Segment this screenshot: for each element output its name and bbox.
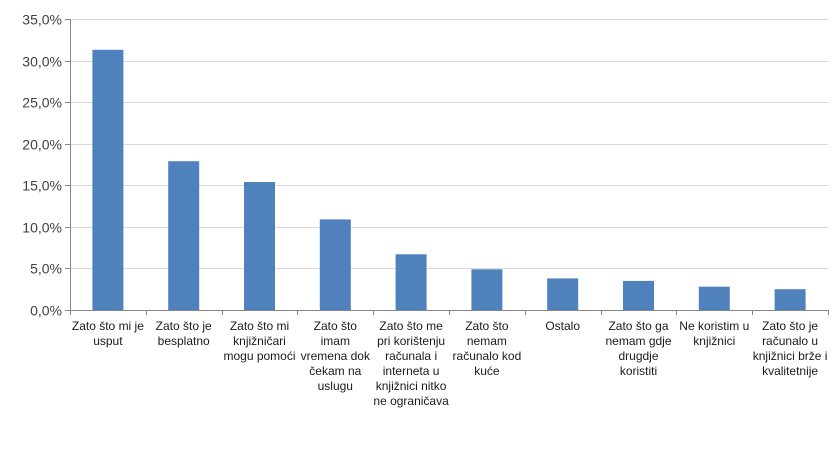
x-category-label: Zato što me pri korištenju računala i in… bbox=[373, 319, 449, 408]
x-category-label: Zato što mi je usput bbox=[71, 319, 144, 348]
x-category-label: Zato što nemam računalo kod kuće bbox=[452, 319, 522, 378]
x-category-label: Ostalo bbox=[545, 319, 581, 333]
x-category-label: Zato što ga nemam gdje drugdje koristiti bbox=[605, 319, 672, 378]
x-category-label: Zato što mi knjižničari mogu pomoći bbox=[223, 319, 296, 363]
y-tick-label: 35,0% bbox=[22, 12, 62, 28]
bar bbox=[92, 49, 124, 311]
bar bbox=[168, 161, 200, 310]
axes bbox=[65, 19, 829, 315]
bar bbox=[244, 182, 275, 310]
bar bbox=[319, 219, 351, 310]
y-tick-label: 0,0% bbox=[30, 303, 62, 319]
y-axis-tick-labels: 0,0% 5,0% 10,0% 15,0% 20,0% 25,0% 30,0% 35,0% bbox=[22, 12, 62, 319]
y-tick-label: 30,0% bbox=[22, 54, 62, 70]
bars bbox=[92, 49, 806, 311]
x-category-label: Zato što imam vremena dok čekam na uslug… bbox=[300, 319, 370, 393]
y-tick-label: 25,0% bbox=[22, 95, 62, 111]
x-category-label: Zato što je besplatno bbox=[155, 319, 212, 348]
y-tick-label: 10,0% bbox=[22, 220, 62, 236]
y-tick-label: 20,0% bbox=[22, 137, 62, 153]
bar bbox=[395, 254, 427, 310]
bar bbox=[471, 269, 503, 310]
x-category-label: Zato što je računalo u knjižnici brže i … bbox=[752, 319, 828, 378]
y-tick-label: 5,0% bbox=[30, 261, 62, 277]
bar bbox=[774, 289, 806, 310]
x-category-label: Ne koristim u knjižnici bbox=[679, 319, 750, 348]
bar bbox=[623, 280, 654, 310]
y-tick-label: 15,0% bbox=[22, 178, 62, 194]
bar bbox=[698, 286, 730, 310]
bar bbox=[547, 278, 579, 310]
